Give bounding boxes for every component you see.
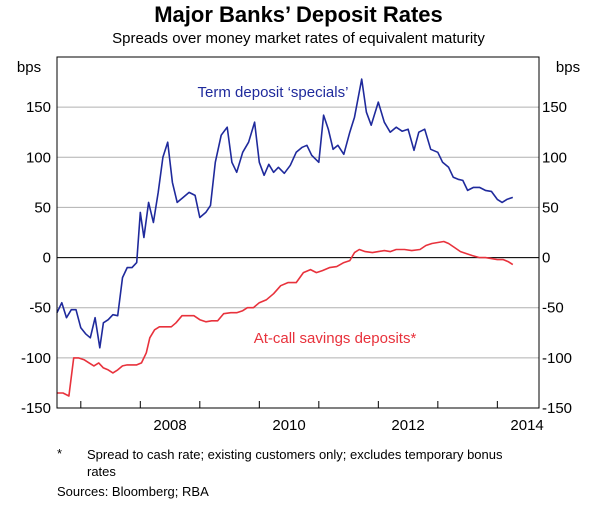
x-tick-label: 2012 [391,417,424,434]
gridlines [57,106,539,359]
chart-subtitle: Spreads over money market rates of equiv… [112,30,485,47]
y-tick-label-right: 100 [542,149,567,166]
sources-note: Sources: Bloomberg; RBA [57,484,209,499]
y-tick-label-left: -50 [29,300,51,317]
axis-ticks [80,401,498,408]
y-tick-label-right: -50 [542,300,564,317]
y-tick-label-left: -150 [21,400,51,417]
y-tick-label-right: 150 [542,99,567,116]
x-tick-label: 2010 [272,417,305,434]
series-line-term-deposit [56,78,514,349]
y-axis-label-right: bps [556,59,580,76]
x-tick-label: 2008 [153,417,186,434]
chart-title: Major Banks’ Deposit Rates [154,2,443,27]
y-tick-label-left: 100 [26,149,51,166]
series-lines [56,78,514,397]
y-tick-label-left: 150 [26,99,51,116]
y-tick-label-right: -150 [542,400,572,417]
footnote-text: Spread to cash rate; existing customers … [87,447,503,479]
x-tick-label: 2014 [510,417,543,434]
footnote-mark: * [57,446,63,461]
series-line-at-call [57,240,514,397]
plot-frame [56,56,540,409]
y-tick-label-left: -100 [21,350,51,367]
y-tick-label-right: 0 [542,250,550,267]
y-tick-label-left: 50 [34,199,51,216]
axis-labels: -150 -150 -100 -100 -50 -50 0 0 50 50 100 100 150 150… [21,99,572,434]
y-axis-label-left: bps [17,59,41,76]
y-tick-label-left: 0 [43,250,51,267]
series-label-at-call: At-call savings deposits* [254,330,417,347]
y-tick-label-right: -100 [542,350,572,367]
chart-svg: -150 -150 -100 -100 -50 -50 0 0 50 50 100 100 150 150… [17,56,580,434]
series-label-term-deposit: Term deposit ‘specials’ [198,84,349,101]
y-tick-label-right: 50 [542,199,559,216]
